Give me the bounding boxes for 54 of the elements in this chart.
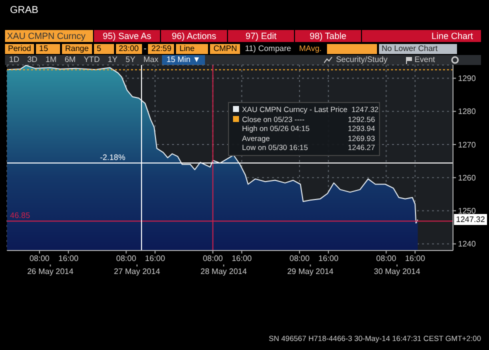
x-tick-label: 16:00 <box>318 254 339 264</box>
x-tick-label: 08:00 <box>29 254 50 264</box>
text: No Lower Chart <box>378 44 457 54</box>
text: Event <box>414 55 435 65</box>
text: CMPN <box>210 44 240 54</box>
y-tick-label: 1290 <box>458 74 476 84</box>
x-tick-label: 16:00 <box>232 254 252 264</box>
text: Security/Study <box>336 55 388 65</box>
text: Range <box>62 44 92 54</box>
x2-tick-label: 28 May 2014 <box>200 267 248 276</box>
text: 1Y <box>106 55 119 65</box>
text: YTD <box>82 55 101 65</box>
y-tick-label: 1260 <box>458 173 476 182</box>
text: 15 Min ▼ <box>162 55 205 65</box>
x-tick-label: 08:00 <box>202 254 224 264</box>
x2-tick-label: 26 May 2014 <box>27 267 74 276</box>
annotation: -2.18% <box>100 153 126 162</box>
text: 23:00 <box>116 44 142 54</box>
text: 96) Actions <box>161 30 227 42</box>
text: Line <box>176 44 208 54</box>
y-tick-label: 1240 <box>458 240 476 249</box>
y-tick-label: 1280 <box>458 107 476 116</box>
y-tick-label: 1250 <box>458 206 476 216</box>
text: 5 <box>94 44 114 54</box>
text: Line Chart <box>362 30 481 42</box>
text: 15 <box>36 44 60 54</box>
text: 3D <box>26 55 38 65</box>
text: 97) Edit <box>228 30 294 42</box>
text: MAvg. <box>298 44 323 54</box>
x2-tick-label: 29 May 2014 <box>287 267 334 276</box>
x-tick-label: 16:00 <box>405 254 426 264</box>
annotation: 46.85 <box>10 211 30 220</box>
text: 1247.32 <box>454 214 487 225</box>
x2-tick-label: 30 May 2014 <box>374 267 421 276</box>
text: 95) Save As <box>94 30 160 42</box>
text: - <box>144 44 146 54</box>
text: 1D <box>8 55 20 65</box>
x-tick-label: 16:00 <box>58 254 79 264</box>
text: 6M <box>64 55 77 65</box>
text: Period <box>5 44 34 54</box>
text: 22:59 <box>148 44 174 54</box>
x-tick-label: 08:00 <box>116 254 137 264</box>
x-tick-label: 16:00 <box>145 254 166 264</box>
text: 11) Compare <box>244 44 292 54</box>
text: XAU CMPN Curncy <box>5 30 93 42</box>
text: Max <box>142 55 160 65</box>
text: 98) Table <box>295 30 361 42</box>
y-tick-label: 1270 <box>458 140 476 150</box>
chart-title: GRAB <box>9 4 40 18</box>
x-tick-label: 08:00 <box>376 254 397 264</box>
text: 1M <box>44 55 58 65</box>
x-tick-label: 08:00 <box>290 254 310 264</box>
x2-tick-label: 27 May 2014 <box>114 267 161 276</box>
text: 5Y <box>124 55 136 65</box>
